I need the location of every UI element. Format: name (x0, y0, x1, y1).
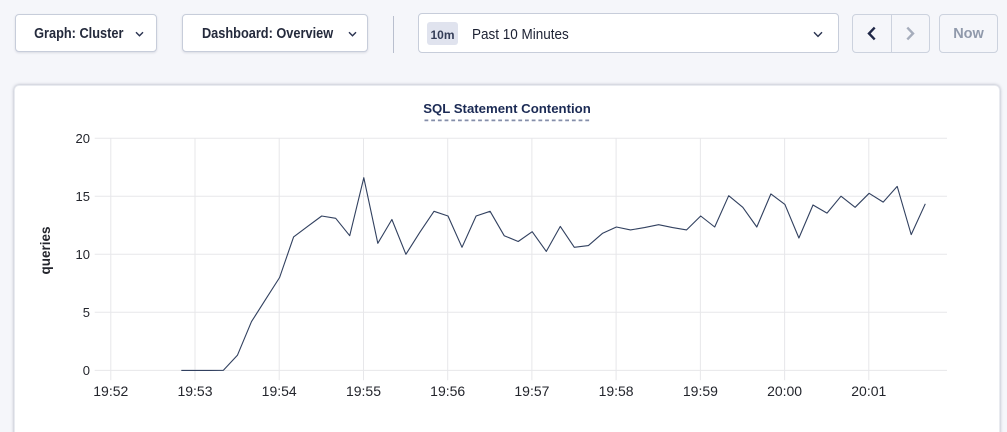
svg-text:19:53: 19:53 (177, 383, 212, 399)
svg-text:19:57: 19:57 (514, 383, 549, 399)
svg-text:19:52: 19:52 (93, 383, 128, 399)
svg-text:20:00: 20:00 (767, 383, 802, 399)
svg-text:19:58: 19:58 (599, 383, 634, 399)
svg-text:19:59: 19:59 (683, 383, 718, 399)
svg-text:15: 15 (76, 189, 90, 204)
svg-text:19:55: 19:55 (346, 383, 381, 399)
svg-text:19:54: 19:54 (262, 383, 297, 399)
svg-text:queries: queries (38, 226, 53, 274)
svg-text:5: 5 (83, 305, 90, 320)
svg-text:20:01: 20:01 (851, 383, 886, 399)
svg-text:0: 0 (83, 363, 90, 378)
svg-text:10: 10 (76, 247, 90, 262)
svg-text:19:56: 19:56 (430, 383, 465, 399)
svg-text:20: 20 (76, 131, 90, 146)
